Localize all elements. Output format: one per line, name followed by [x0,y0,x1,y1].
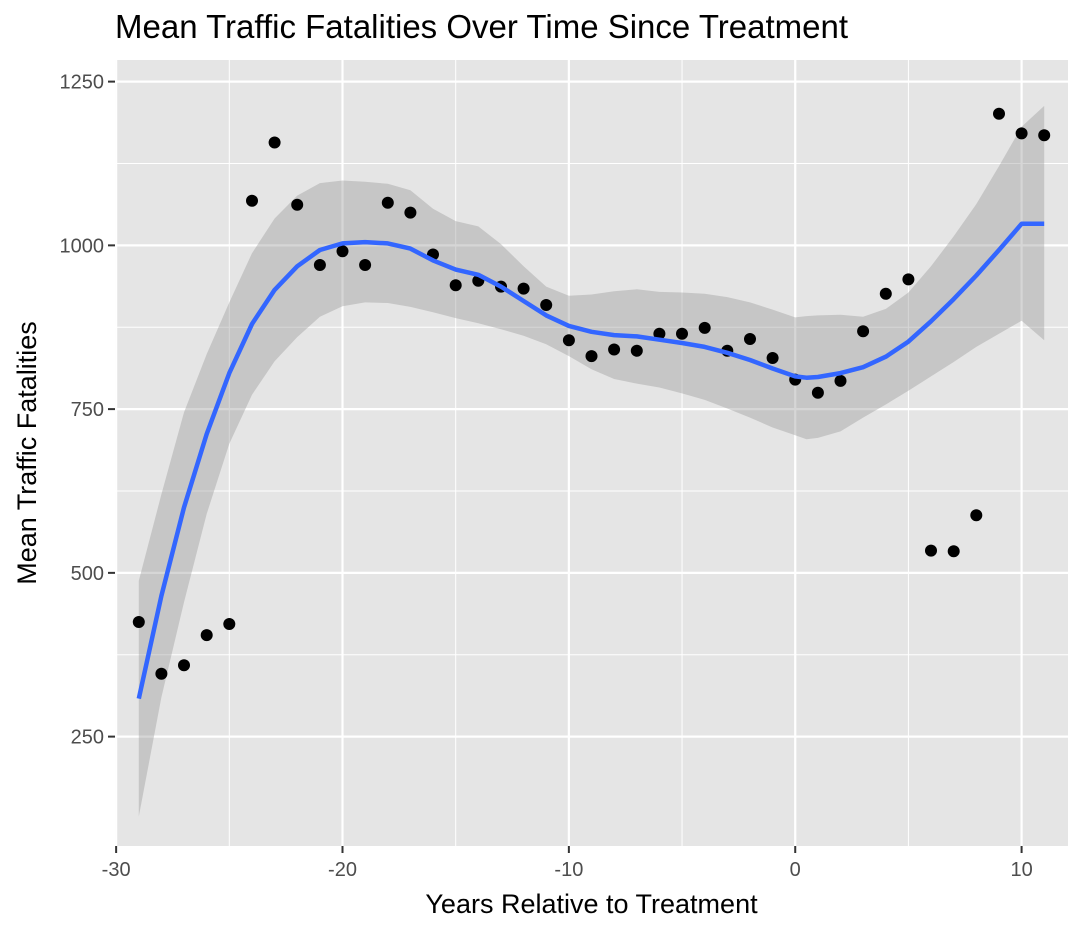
y-tick-label: 250 [71,727,104,749]
data-point [268,136,281,149]
data-point [970,509,983,522]
data-point [200,629,213,642]
y-axis-title: Mean Traffic Fatalities [12,321,42,585]
data-point [879,287,892,300]
data-point [404,206,417,219]
data-point [653,327,666,340]
data-point [449,279,462,292]
grid-lines [115,60,1068,846]
x-axis: -30 -20 -10 0 10 [102,846,1033,881]
y-tick-label: 1000 [60,235,105,257]
data-points-layer [132,107,1051,680]
data-point [178,659,190,672]
data-point [336,245,349,258]
data-point [608,343,621,356]
data-point [630,344,643,357]
data-point [246,194,258,207]
data-point [834,374,847,387]
data-point [993,107,1005,120]
data-point [540,299,553,311]
data-point [947,545,960,558]
data-point [698,321,711,334]
chart-title: Mean Traffic Fatalities Over Time Since … [115,8,848,45]
y-tick-label: 1250 [60,72,105,94]
data-point [1038,129,1051,142]
smooth-line [136,221,1045,700]
confidence-band [138,105,1045,817]
data-point [1015,127,1028,140]
x-tick-label: -30 [102,859,131,881]
data-point [676,327,688,340]
x-tick-label: -10 [554,859,583,881]
y-tick-label: 750 [71,399,104,421]
data-point [155,667,168,680]
data-point [313,259,326,271]
data-point [291,198,304,211]
smooth-line-layer [136,221,1045,700]
data-point [517,282,530,295]
plot-panel [115,60,1068,846]
data-point [925,544,937,557]
data-point [223,618,236,630]
data-point [132,616,145,628]
x-tick-label: 10 [1010,859,1032,881]
data-point [585,350,598,363]
confidence-band-layer [138,105,1045,817]
x-tick-label: -20 [328,859,357,881]
data-point [902,273,915,286]
data-point [744,333,756,345]
data-point [811,386,824,399]
x-axis-title: Years Relative to Treatment [425,889,758,919]
y-tick-label: 500 [71,563,104,585]
data-point [359,259,372,271]
data-point [857,325,870,338]
x-tick-label: 0 [790,859,801,881]
data-point [381,196,394,209]
data-point [766,352,779,364]
data-point [562,334,575,347]
y-axis: 250 500 750 1000 1250 [60,72,115,749]
